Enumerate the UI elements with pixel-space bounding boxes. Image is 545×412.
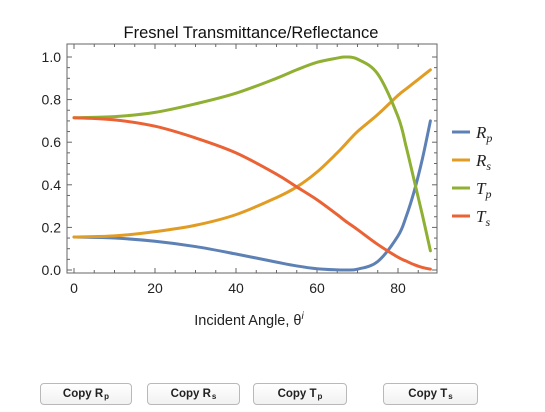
button-label: Copy R <box>62 388 104 400</box>
series-line-rp <box>72 119 432 272</box>
button-label-subscript: s <box>448 391 453 401</box>
legend-label: Ts <box>476 207 490 229</box>
legend-label-subscript: s <box>485 215 490 229</box>
legend-label-main: R <box>475 123 487 142</box>
button-label-subscript: s <box>211 391 217 401</box>
x-tick-label: 0 <box>70 280 78 296</box>
legend-label-main: T <box>476 207 487 226</box>
series-line-tp <box>72 55 432 253</box>
x-tick-label: 80 <box>390 280 406 296</box>
button-label-subscript: p <box>317 391 323 401</box>
y-tick-label: 0.2 <box>42 219 62 235</box>
series-line-ts <box>72 116 432 271</box>
x-tick-label: 40 <box>228 280 244 296</box>
y-tick-label: 0.4 <box>42 177 62 193</box>
x-axis-label-text: Incident Angle, θ <box>194 313 301 329</box>
x-tick-label: 20 <box>147 280 163 296</box>
button-label: Copy T <box>408 388 448 400</box>
legend-label-main: T <box>476 179 487 198</box>
button-label-subscript: p <box>104 391 110 401</box>
button-label: Copy R <box>170 388 211 400</box>
legend-label: Rs <box>475 151 491 173</box>
y-tick-label: 0.0 <box>42 262 62 278</box>
axes: 0 20 40 60 80 0.0 0.2 0.4 0.6 0.8 1.0 <box>42 44 437 296</box>
series-layer <box>72 55 432 272</box>
legend-label: Rp <box>475 123 492 145</box>
x-axis-label: Incident Angle, θi <box>194 311 304 329</box>
y-tick-label: 1.0 <box>42 49 62 65</box>
legend-label-subscript: p <box>484 187 491 201</box>
legend-label-subscript: s <box>486 159 491 173</box>
x-tick-label: 60 <box>309 280 325 296</box>
x-axis-label-superscript: i <box>302 311 305 322</box>
plot-frame <box>66 43 438 274</box>
y-tick-label: 0.6 <box>42 134 62 150</box>
y-tick-label: 0.8 <box>42 92 62 108</box>
chart-title: Fresnel Transmittance/Reflectance <box>124 24 379 42</box>
legend-label: Tp <box>476 179 491 201</box>
legend-label-subscript: p <box>485 131 492 145</box>
series-line-rs <box>72 68 432 239</box>
button-label: Copy T <box>277 388 317 400</box>
fresnel-chart: Fresnel Transmittance/Reflectance 0 20 40 6… <box>42 24 493 329</box>
legend-label-main: R <box>475 151 487 170</box>
